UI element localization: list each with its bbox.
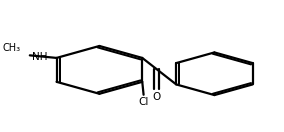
- Text: CH₃: CH₃: [2, 43, 20, 53]
- Text: NH: NH: [32, 52, 47, 62]
- Text: O: O: [153, 92, 161, 102]
- Text: Cl: Cl: [138, 97, 149, 107]
